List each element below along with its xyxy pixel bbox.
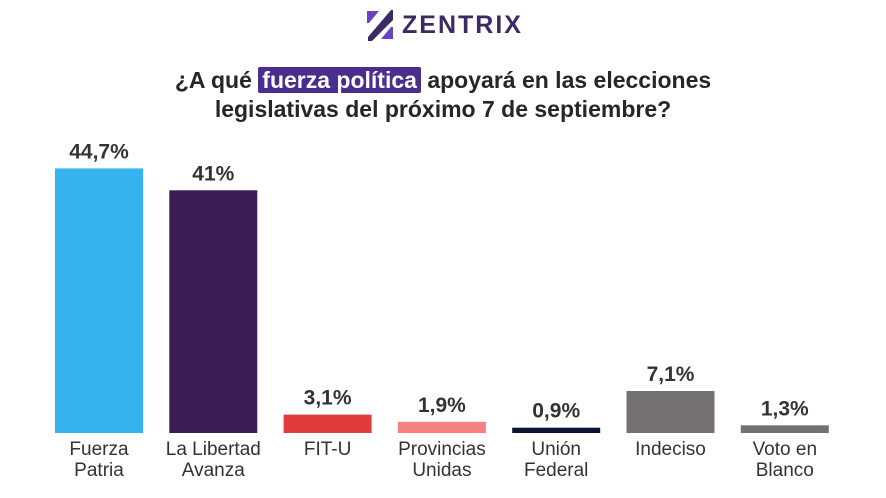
value-label-4: 0,9% [532,400,580,423]
zentrix-logo-icon [367,10,393,41]
category-label-1-1: Avanza [182,460,245,481]
bar-5 [626,391,715,433]
title-suffix: apoyará en las elecciones [427,67,712,93]
category-label-5-0: Indeciso [635,439,706,460]
title-line-2: legislativas del próximo 7 de septiembre… [214,96,672,122]
value-label-1: 41% [192,162,234,185]
category-label-3-0: Provincias [398,439,486,460]
category-label-2-0: FIT-U [304,439,352,460]
title-prefix: ¿A qué [174,67,252,93]
bar-3 [397,421,486,433]
bar-1 [169,190,258,433]
bar-6 [740,425,829,433]
category-label-6-1: Blanco [756,460,814,481]
chart-title: ¿A qué fuerza política apoyará en las el… [60,66,826,124]
bar-4 [512,427,601,433]
category-label-6-0: Voto en [753,439,817,460]
bar-2 [283,414,372,433]
brand-logo: ZENTRIX [364,8,523,42]
value-label-3: 1,9% [418,394,466,417]
category-label-0-1: Patria [74,460,124,481]
title-highlight: fuerza política [258,67,421,93]
value-label-5: 7,1% [647,363,695,386]
value-label-6: 1,3% [761,397,809,420]
category-label-3-1: Unidas [412,460,471,481]
category-label-4-0: Unión [531,439,581,460]
title-line-1: ¿A qué fuerza política apoyará en las el… [60,66,826,95]
bar-0 [55,168,143,433]
value-label-0: 44,7% [69,140,129,163]
category-label-4-1: Federal [524,460,588,481]
category-label-1-0: La Libertad [166,439,261,460]
brand-name: ZENTRIX [402,10,523,39]
value-label-2: 3,1% [304,387,352,410]
category-label-0-0: Fuerza [69,439,129,460]
